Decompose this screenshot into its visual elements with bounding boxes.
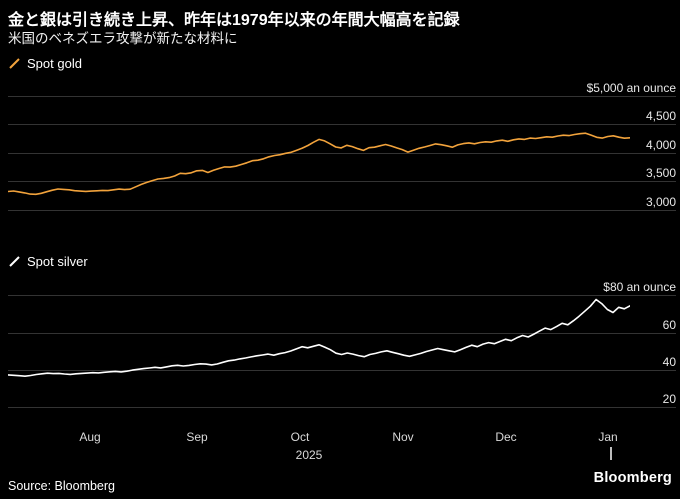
legend-spot-gold: Spot gold: [8, 56, 82, 71]
legend-spot-silver: Spot silver: [8, 254, 88, 269]
silver-chart-plot: $80 an ounce 60 40 20: [8, 280, 676, 418]
y-axis-label: 4,500: [645, 109, 676, 124]
legend-label-silver: Spot silver: [27, 254, 88, 269]
gridline: [8, 209, 676, 211]
gold-line-swatch-icon: [8, 57, 21, 70]
y-axis-label: 3,000: [645, 194, 676, 209]
spot-silver-line: [8, 298, 630, 377]
y-axis-label: $80 an ounce: [603, 280, 676, 295]
x-axis-month-label: Sep: [186, 430, 208, 444]
legend-label-gold: Spot gold: [27, 56, 82, 71]
page-subtitle: 米国のベネズエラ攻撃が新たな材料に: [8, 31, 238, 46]
y-axis-label: $5,000 an ounce: [586, 80, 676, 95]
bloomberg-logo: Bloomberg: [593, 470, 672, 486]
x-axis-month-label: Oct: [290, 430, 310, 444]
source-note: Source: Bloomberg: [8, 479, 116, 493]
gold-chart-plot: $5,000 an ounce 4,500 4,000 3,500 3,000: [8, 81, 676, 218]
x-axis-month-label: Aug: [79, 430, 101, 444]
x-axis-year-label: 2025: [295, 448, 323, 462]
x-axis-month-label: Jan: [598, 430, 618, 444]
year-boundary-tick: [610, 447, 612, 460]
y-axis-label: 3,500: [645, 166, 676, 180]
gridline: [8, 124, 676, 126]
x-axis: Aug Sep Oct Nov Dec Jan 2025: [8, 428, 630, 470]
x-axis-month-label: Nov: [392, 430, 414, 444]
silver-line-swatch-icon: [8, 255, 21, 268]
gridline: [8, 295, 676, 297]
y-axis-label: 4,000: [645, 137, 676, 152]
gridline: [8, 181, 676, 182]
gridline: [8, 332, 676, 334]
gridline: [8, 95, 676, 97]
gridline: [8, 406, 676, 408]
y-axis-label: 20: [662, 391, 676, 406]
gridline: [8, 152, 676, 154]
spot-gold-line: [8, 132, 630, 196]
y-axis-label: 60: [662, 317, 676, 332]
y-axis-label: 40: [662, 354, 676, 369]
page-title: 金と銀は引き続き上昇、昨年は1979年以来の年間大幅高を記録: [8, 12, 460, 29]
x-axis-month-label: Dec: [495, 430, 517, 444]
gridline: [8, 369, 676, 371]
